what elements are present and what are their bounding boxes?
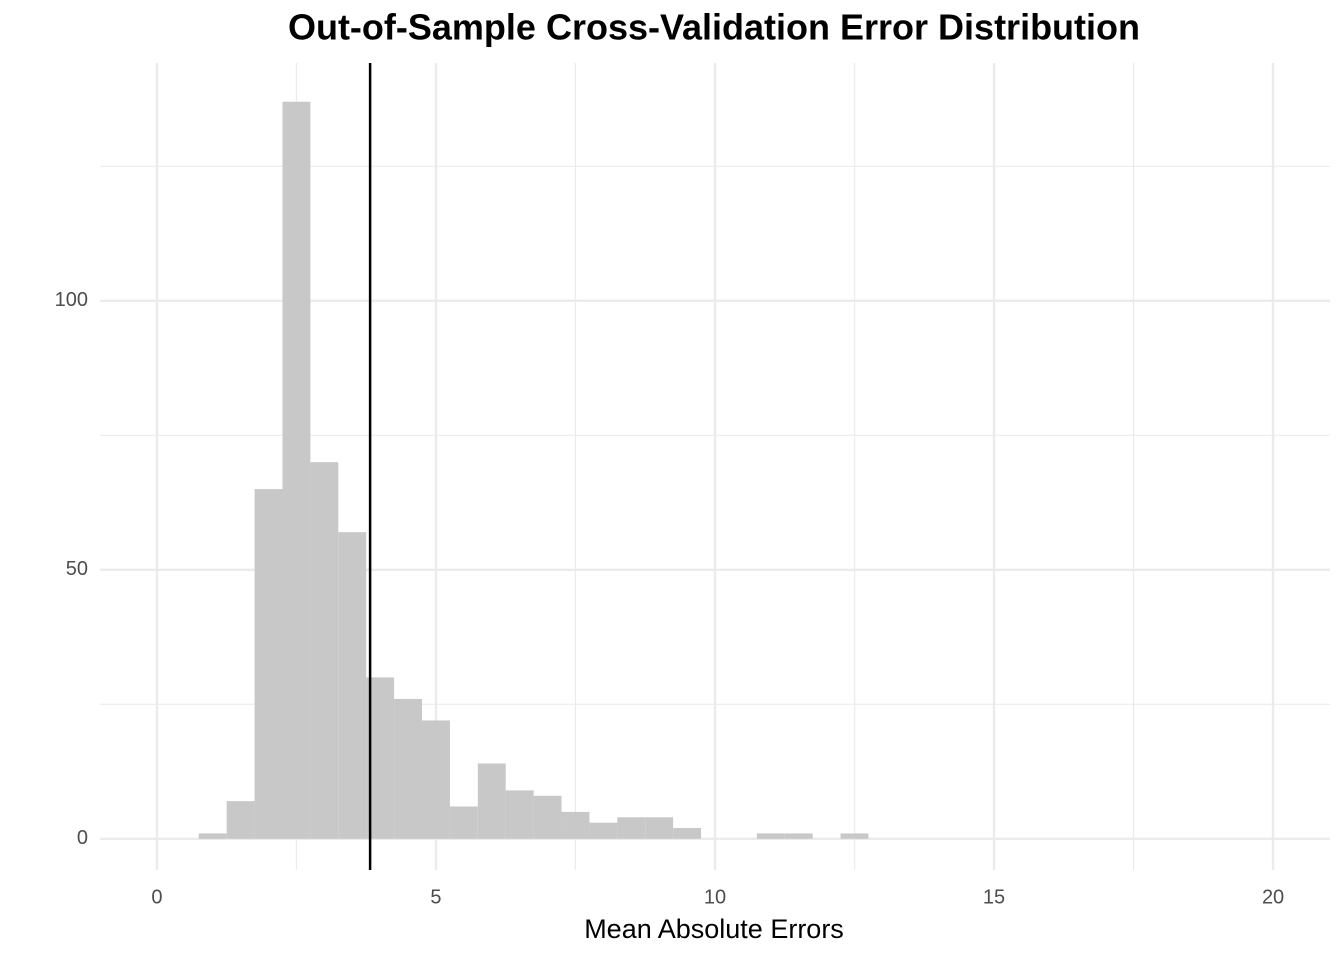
bar (673, 828, 702, 839)
bar (505, 790, 534, 839)
bar (449, 806, 478, 839)
x-tick-label: 5 (430, 886, 441, 908)
x-tick-label: 10 (704, 886, 726, 908)
bar (198, 833, 227, 839)
bar (394, 698, 423, 839)
y-tick-label: 100 (55, 289, 88, 311)
bar (282, 101, 311, 839)
x-tick-label: 20 (1262, 886, 1284, 908)
bar (226, 801, 255, 839)
y-tick-label: 0 (77, 827, 88, 849)
bar (338, 532, 367, 839)
x-axis-label: Mean Absolute Errors (584, 914, 844, 944)
bar (784, 833, 813, 839)
bar (645, 817, 674, 839)
chart-title: Out-of-Sample Cross-Validation Error Dis… (288, 7, 1140, 48)
bar (533, 795, 562, 839)
y-tick-label: 50 (66, 558, 88, 580)
x-tick-label: 15 (983, 886, 1005, 908)
bar (561, 811, 590, 839)
x-tick-label: 0 (151, 886, 162, 908)
bar (589, 822, 618, 839)
bar (840, 833, 869, 839)
bar (310, 462, 339, 839)
bar (422, 720, 450, 839)
bar (617, 817, 646, 839)
bar (477, 763, 506, 839)
bar (756, 833, 785, 839)
bar (254, 489, 283, 839)
